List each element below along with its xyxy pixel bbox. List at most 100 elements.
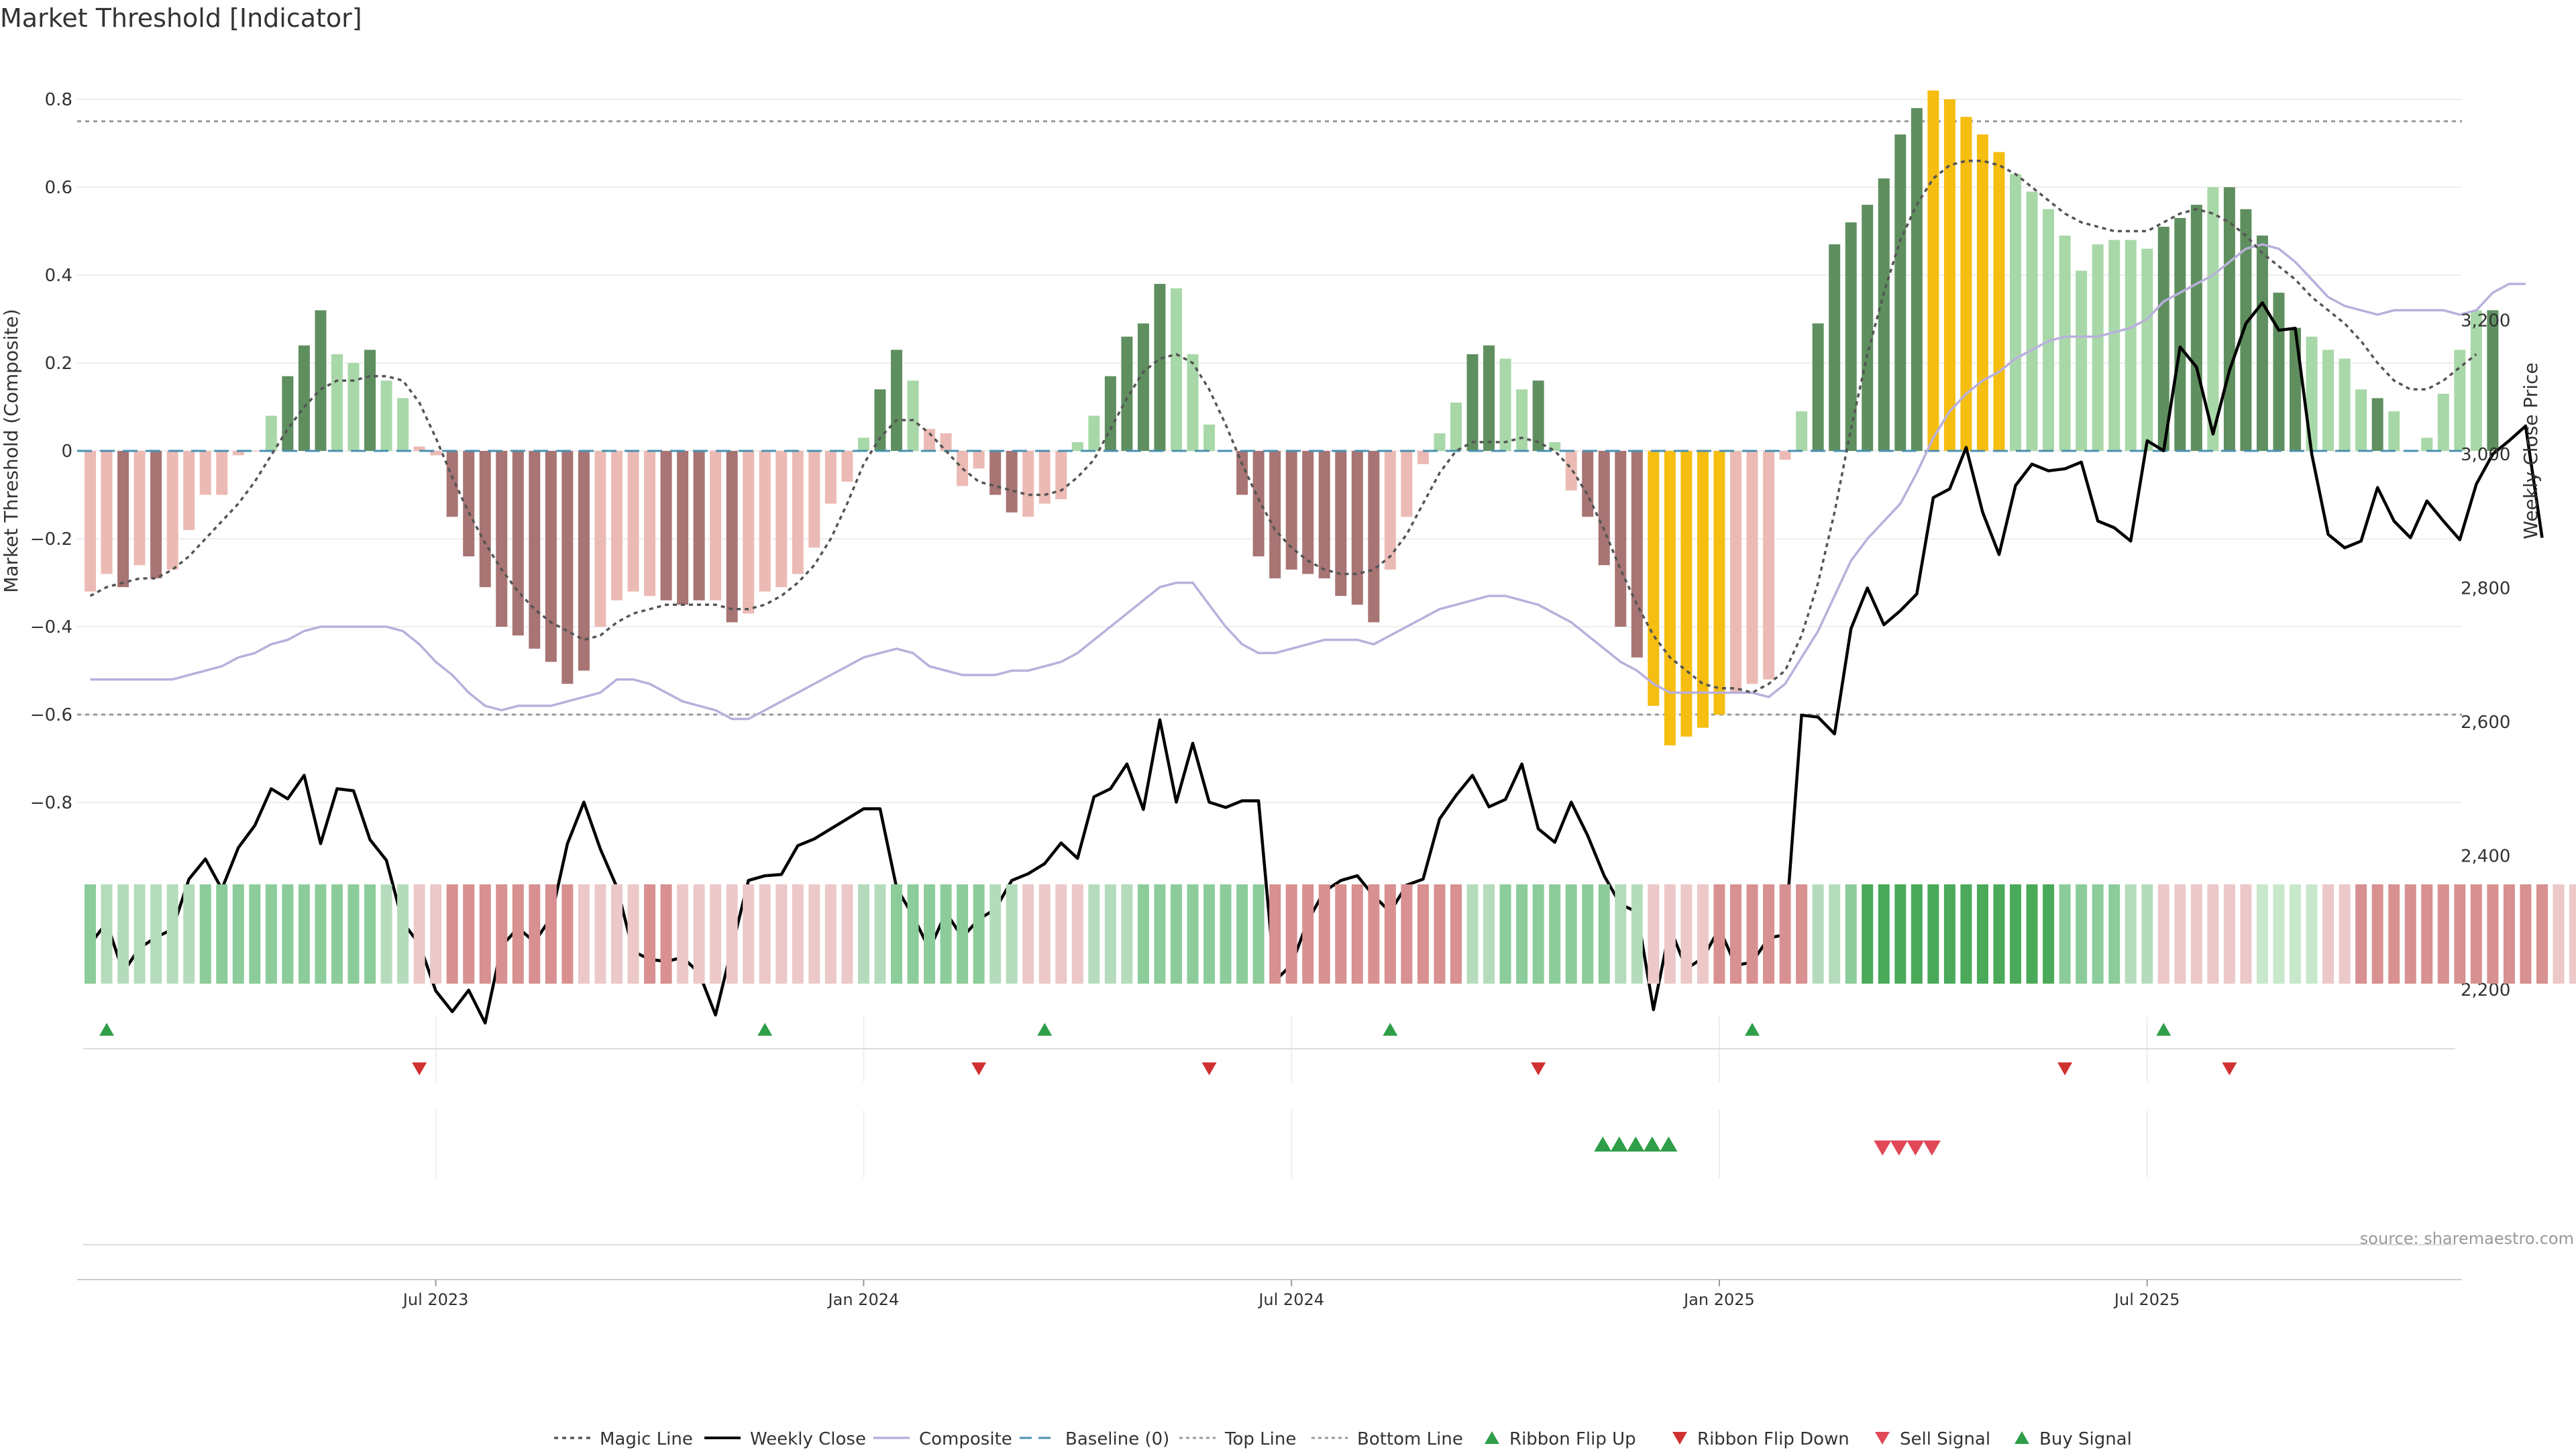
composite-bar xyxy=(2223,187,2235,451)
composite-bar xyxy=(282,376,294,451)
composite-bar xyxy=(792,451,804,574)
ribbon-cell xyxy=(2059,884,2071,984)
composite-bar xyxy=(496,451,508,627)
ribbon-cell xyxy=(924,884,936,984)
composite-bar xyxy=(1779,451,1791,460)
ribbon-cell xyxy=(1829,884,1841,984)
composite-bar xyxy=(1713,451,1725,715)
composite-bar xyxy=(298,345,310,451)
buy-signal-marker xyxy=(1660,1136,1678,1152)
composite-bar xyxy=(1730,451,1741,693)
composite-bar xyxy=(677,451,689,605)
ribbon-cell xyxy=(824,884,837,984)
legend-label: Ribbon Flip Up xyxy=(1509,1429,1636,1449)
ribbon-cell xyxy=(1927,884,1939,984)
ribbon-cell xyxy=(249,884,261,984)
composite-bar xyxy=(1236,451,1248,495)
ribbon-cell xyxy=(957,884,969,984)
grid xyxy=(77,99,2462,1178)
ribbon-cell xyxy=(1417,884,1429,984)
composite-bar xyxy=(1466,354,1479,451)
composite-bar xyxy=(1104,376,1116,451)
ribbon-cell xyxy=(2026,884,2038,984)
ribbon-cell xyxy=(1680,884,1693,984)
composite-bar xyxy=(989,451,1002,495)
ribbon-cell xyxy=(1434,884,1446,984)
ribbon-cell xyxy=(693,884,705,984)
composite-bar xyxy=(874,389,886,451)
ribbon-cell xyxy=(2010,884,2022,984)
sell-signal-marker xyxy=(1874,1140,1892,1156)
composite-bar xyxy=(315,310,327,451)
composite-bar xyxy=(1401,451,1413,517)
ribbon-cell xyxy=(101,884,113,984)
ribbon-cell xyxy=(1335,884,1347,984)
ribbon-cell xyxy=(594,884,606,984)
ribbon-cell xyxy=(1796,884,1808,984)
composite-bar xyxy=(2157,226,2169,451)
legend-swatch xyxy=(2015,1431,2029,1444)
composite-bar xyxy=(1516,389,1528,451)
composite-bar xyxy=(2322,350,2334,451)
ribbon-cell xyxy=(1285,884,1297,984)
y-left-tick-label: −0.4 xyxy=(30,617,72,637)
legend-label: Buy Signal xyxy=(2039,1429,2132,1449)
ribbon-cell xyxy=(2043,884,2055,984)
ribbon-cell xyxy=(1104,884,1116,984)
composite-bar xyxy=(2207,187,2219,451)
composite-bar xyxy=(347,363,360,451)
composite-bar xyxy=(710,451,722,601)
ribbon-cell xyxy=(446,884,458,984)
ribbon-cell xyxy=(2207,884,2219,984)
composite-bar xyxy=(1664,451,1676,745)
ribbon-cell xyxy=(1746,884,1758,984)
ribbon-cell xyxy=(561,884,574,984)
ribbon-cell xyxy=(2174,884,2186,984)
ribbon-cell xyxy=(2322,884,2334,984)
y-right-tick-label: 2,200 xyxy=(2461,980,2510,1000)
legend-label: Magic Line xyxy=(600,1429,693,1449)
y-right-axis-label: Weekly Close Price xyxy=(2520,362,2542,539)
composite-bar xyxy=(2076,270,2088,451)
y-left-tick-label: 0.2 xyxy=(45,354,72,374)
ribbon-cell xyxy=(2190,884,2202,984)
composite-bar xyxy=(1746,451,1758,684)
composite-bar xyxy=(1088,415,1100,451)
composite-bar xyxy=(232,451,244,456)
composite-bar xyxy=(759,451,771,592)
composite-bar xyxy=(1006,451,1018,513)
buy-signal-marker xyxy=(1610,1136,1628,1152)
composite-bar xyxy=(907,380,919,451)
composite-bar xyxy=(1976,134,1988,451)
composite-bar xyxy=(627,451,639,592)
chart-title: Market Threshold [Indicator] xyxy=(0,3,362,33)
ribbon-cell xyxy=(1976,884,1988,984)
ribbon-flip-up-marker xyxy=(757,1023,773,1036)
ribbon-cell xyxy=(1220,884,1232,984)
legend-item-flipup: Ribbon Flip Up xyxy=(1485,1429,1636,1449)
ribbon-cell xyxy=(183,884,195,984)
legend: Magic Line Weekly Close Composite Baseline … xyxy=(554,1429,2132,1449)
legend-label: Sell Signal xyxy=(1900,1429,1990,1449)
composite-bar xyxy=(1384,451,1396,570)
y-left-tick-label: −0.6 xyxy=(30,705,72,725)
ribbon-flip-down-marker xyxy=(1531,1062,1546,1076)
ribbon-cell xyxy=(331,884,343,984)
composite-bar xyxy=(101,451,113,574)
composite-bar xyxy=(380,380,392,451)
composite-bar xyxy=(2240,209,2252,451)
composite-bar xyxy=(660,451,672,601)
ribbon-cell xyxy=(496,884,508,984)
ribbon-cell xyxy=(2141,884,2153,984)
ribbon-cell xyxy=(315,884,327,984)
composite-bar xyxy=(265,415,277,451)
legend-item-bottom: Bottom Line xyxy=(1311,1429,1463,1449)
ribbon-cell xyxy=(2536,884,2548,984)
ribbon-cell xyxy=(1878,884,1890,984)
legend-item-close: Weekly Close xyxy=(704,1429,866,1449)
composite-bar xyxy=(183,451,195,530)
composite-bar xyxy=(1154,284,1166,451)
ribbon-cell xyxy=(792,884,804,984)
ribbon-cell xyxy=(1055,884,1067,984)
